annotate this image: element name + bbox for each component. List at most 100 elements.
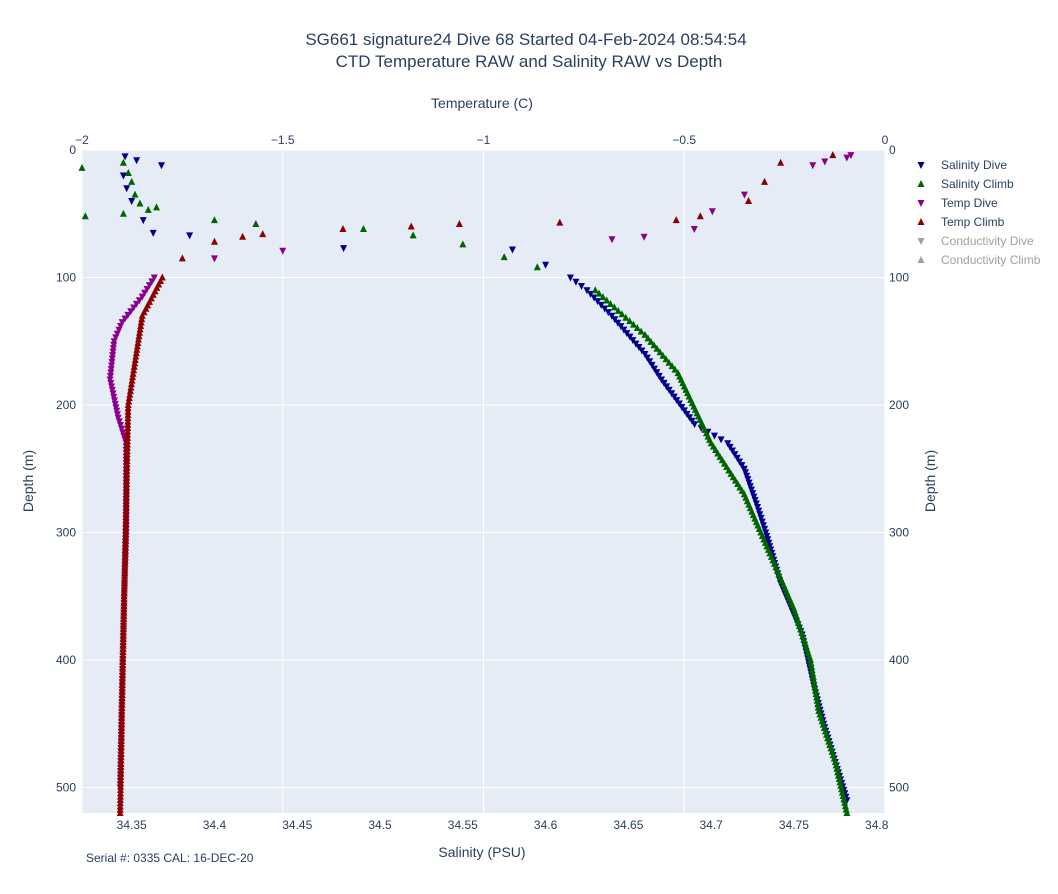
data-marker: [644, 334, 652, 342]
data-marker: [126, 390, 134, 398]
salinity-tick-label: 34.6: [534, 818, 558, 832]
y-tick-label-left: 100: [56, 271, 76, 285]
data-marker: [811, 686, 819, 694]
data-marker: [629, 320, 637, 328]
data-marker: [740, 191, 748, 199]
data-marker: [116, 805, 124, 813]
data-marker: [840, 795, 848, 803]
data-marker: [150, 274, 158, 282]
data-marker: [118, 425, 126, 433]
data-marker: [755, 507, 763, 515]
data-marker: [638, 347, 646, 355]
data-marker: [137, 318, 145, 326]
data-marker: [135, 297, 143, 305]
data-marker: [133, 345, 141, 353]
legend-marker: [917, 200, 925, 207]
data-marker: [834, 768, 842, 776]
data-marker: [626, 317, 634, 325]
data-marker: [808, 666, 816, 674]
data-marker: [117, 322, 125, 330]
data-marker: [113, 411, 121, 419]
data-marker: [830, 754, 838, 762]
data-marker: [653, 369, 661, 377]
data-marker: [744, 197, 752, 204]
data-marker: [671, 365, 679, 373]
data-marker: [646, 358, 654, 366]
data-marker: [124, 311, 132, 319]
data-marker: [128, 177, 136, 185]
legend-item[interactable]: Salinity Climb: [917, 177, 1015, 191]
data-marker: [839, 792, 847, 799]
chart-title: SG661 signature24 Dive 68 Started 04-Feb…: [305, 30, 746, 49]
salinity-tick-label: 34.5: [368, 818, 392, 832]
data-marker: [114, 414, 122, 422]
data-marker: [641, 351, 649, 358]
data-marker: [149, 229, 157, 237]
data-marker: [157, 162, 165, 170]
legend-marker: [917, 238, 925, 245]
data-marker: [788, 601, 796, 609]
data-marker: [128, 198, 136, 205]
data-marker: [690, 226, 698, 234]
salinity-tick-label: 34.65: [613, 818, 643, 832]
legend-label: Conductivity Dive: [941, 234, 1034, 248]
data-marker: [812, 690, 820, 697]
data-marker: [597, 301, 605, 309]
data-marker: [807, 659, 815, 667]
data-marker: [145, 282, 153, 290]
data-marker: [814, 700, 822, 708]
legend-item[interactable]: Salinity Dive: [917, 158, 1008, 172]
data-marker: [459, 240, 467, 248]
legend-item[interactable]: Conductivity Dive: [917, 234, 1035, 248]
data-marker: [841, 798, 849, 806]
y-tick-label-left: 300: [56, 526, 76, 540]
legend-item[interactable]: Temp Dive: [917, 196, 999, 210]
salinity-tick-label: 34.45: [282, 818, 312, 832]
data-marker: [601, 305, 609, 313]
data-marker: [128, 376, 136, 384]
data-marker: [137, 321, 145, 329]
data-marker: [614, 306, 622, 314]
data-marker: [120, 588, 128, 596]
data-marker: [752, 500, 760, 508]
data-marker: [653, 344, 661, 352]
data-marker: [140, 308, 148, 316]
legend-item[interactable]: Temp Climb: [917, 215, 1005, 229]
data-marker: [650, 341, 658, 349]
data-marker: [810, 676, 818, 684]
data-marker: [604, 309, 612, 317]
data-marker: [279, 247, 287, 255]
data-marker: [121, 153, 129, 161]
data-marker: [178, 254, 186, 262]
data-marker: [583, 287, 591, 295]
data-marker: [835, 775, 843, 782]
data-marker: [118, 690, 126, 698]
data-marker: [131, 355, 139, 363]
data-marker: [758, 518, 766, 526]
data-marker: [121, 315, 129, 323]
data-marker: [112, 334, 120, 342]
legend-item[interactable]: Conductivity Climb: [917, 253, 1041, 267]
data-marker: [842, 805, 850, 813]
y-tick-label-left: 400: [56, 653, 76, 667]
data-marker: [736, 458, 744, 466]
data-marker: [813, 693, 821, 701]
data-marker: [455, 219, 463, 227]
data-marker: [755, 525, 763, 533]
data-marker: [119, 172, 127, 180]
data-marker: [805, 652, 813, 660]
data-marker: [688, 417, 696, 425]
data-marker: [838, 785, 846, 793]
data-marker: [650, 365, 658, 373]
data-marker: [131, 359, 139, 367]
data-marker: [81, 212, 89, 220]
data-marker: [131, 190, 139, 198]
data-marker: [119, 209, 127, 217]
data-marker: [130, 366, 138, 374]
data-marker: [144, 205, 152, 213]
data-marker: [124, 168, 132, 176]
data-marker: [132, 352, 140, 360]
data-marker: [834, 771, 842, 779]
